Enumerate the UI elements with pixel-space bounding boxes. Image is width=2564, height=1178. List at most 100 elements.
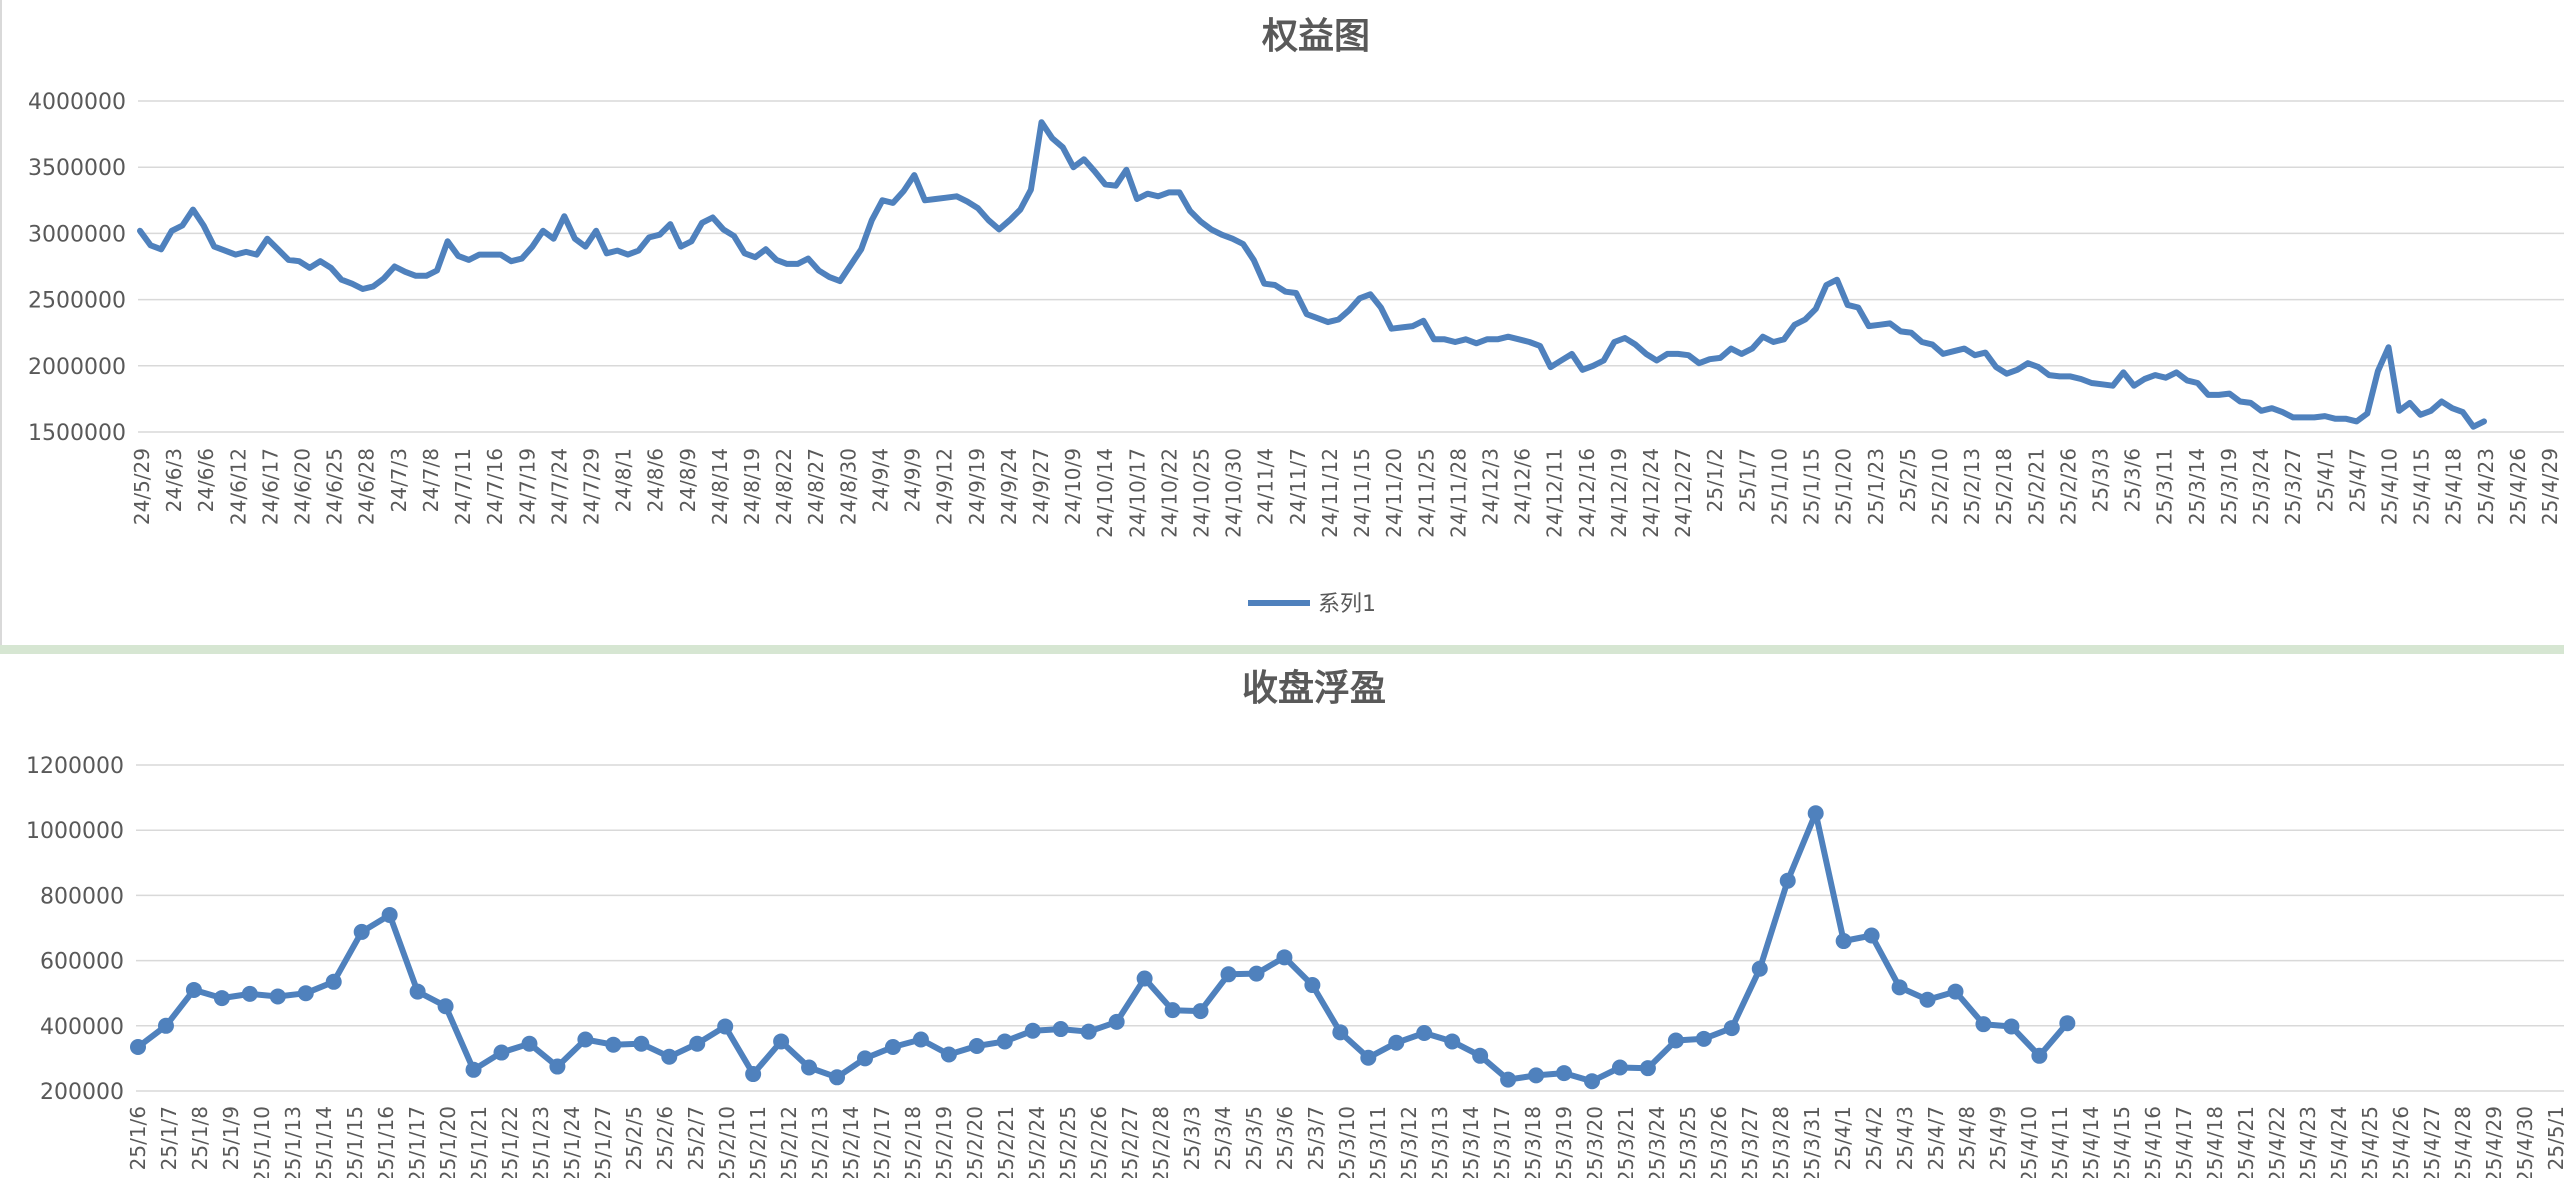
x-tick-label: 25/3/18 <box>1521 1106 1545 1178</box>
x-tick-label: 24/9/12 <box>933 448 957 525</box>
x-tick-label: 24/7/3 <box>387 448 411 512</box>
x-tick-label: 24/12/3 <box>1478 448 1502 525</box>
data-point <box>1667 1032 1684 1049</box>
x-tick-label: 25/3/19 <box>1552 1106 1576 1178</box>
x-tick-label: 25/4/21 <box>2234 1106 2258 1178</box>
x-tick-label: 24/8/19 <box>740 448 764 525</box>
x-tick-label: 25/2/27 <box>1118 1106 1142 1178</box>
x-tick-label: 25/4/2 <box>1862 1106 1886 1170</box>
x-tick-label: 24/11/25 <box>1414 448 1438 538</box>
x-tick-label: 24/6/20 <box>291 448 315 525</box>
x-tick-label: 24/10/17 <box>1125 448 1149 538</box>
x-tick-label: 24/8/30 <box>836 448 860 525</box>
x-tick-label: 25/2/18 <box>1992 448 2016 525</box>
x-tick-label: 24/12/16 <box>1575 448 1599 538</box>
data-point <box>2003 1018 2020 1035</box>
data-point <box>1947 983 1964 1000</box>
data-point <box>968 1038 985 1055</box>
x-tick-label: 25/2/25 <box>1056 1106 1080 1178</box>
x-tick-label: 25/2/18 <box>901 1106 925 1178</box>
data-point <box>1807 805 1824 822</box>
x-tick-label: 24/7/19 <box>515 448 539 525</box>
data-point <box>1416 1024 1433 1041</box>
data-point <box>773 1033 790 1050</box>
data-point <box>633 1035 650 1052</box>
x-tick-label: 25/2/13 <box>1960 448 1984 525</box>
x-tick-label: 25/4/3 <box>1893 1106 1917 1170</box>
data-point <box>213 990 230 1007</box>
x-tick-label: 25/3/14 <box>2185 448 2209 525</box>
x-tick-label: 24/8/22 <box>772 448 796 525</box>
x-tick-label: 24/6/3 <box>162 448 186 512</box>
x-tick-label: 24/10/14 <box>1093 448 1117 538</box>
data-point <box>521 1035 538 1052</box>
x-tick-label: 25/3/13 <box>1428 1106 1452 1178</box>
x-tick-label: 24/7/11 <box>451 448 475 525</box>
data-point <box>465 1061 482 1078</box>
floating-profit-chart: 收盘浮盈 200000 400000 600000 800000 1000000 1200… <box>26 667 2564 1178</box>
x-tick-label: 24/10/30 <box>1222 448 1246 538</box>
x-tick-label: 25/3/25 <box>1676 1106 1700 1178</box>
data-point <box>745 1066 762 1083</box>
x-tick-label: 25/3/24 <box>1645 1106 1669 1178</box>
data-point <box>2059 1015 2076 1032</box>
x-tick-label: 24/10/25 <box>1190 448 1214 538</box>
data-point <box>577 1031 594 1048</box>
data-point <box>1360 1049 1377 1066</box>
x-tick-label: 25/2/12 <box>777 1106 801 1178</box>
x-tick-label: 25/3/3 <box>1180 1106 1204 1170</box>
x-tick-label: 24/12/24 <box>1639 448 1663 538</box>
x-tick-label: 25/3/19 <box>2217 448 2241 525</box>
y-tick-label: 3500000 <box>28 156 126 181</box>
x-tick-label: 25/1/23 <box>1864 448 1888 525</box>
data-point <box>1919 991 1936 1008</box>
data-point <box>1192 1003 1209 1020</box>
x-tick-label: 25/2/10 <box>1928 448 1952 525</box>
x-tick-label: 25/3/11 <box>2153 448 2177 525</box>
data-point <box>1500 1071 1517 1088</box>
y-tick-label: 400000 <box>40 1015 124 1040</box>
x-tick-label: 24/6/6 <box>194 448 218 512</box>
x-tick-label: 25/4/23 <box>2296 1106 2320 1178</box>
x-tick-label: 24/10/9 <box>1061 448 1085 525</box>
data-point <box>1052 1021 1069 1038</box>
x-tick-label: 25/1/14 <box>312 1106 336 1178</box>
series-line <box>137 119 2487 430</box>
x-tick-label: 25/4/9 <box>1986 1106 2010 1170</box>
x-tick-label: 25/4/15 <box>2410 448 2434 525</box>
x-tick-label: 25/3/12 <box>1397 1106 1421 1178</box>
x-tick-label: 24/6/28 <box>355 448 379 525</box>
data-point <box>829 1069 846 1086</box>
data-point <box>1611 1059 1628 1076</box>
x-tick-label: 25/1/8 <box>188 1106 212 1170</box>
data-point <box>1472 1047 1489 1064</box>
x-tick-label: 24/9/4 <box>868 448 892 512</box>
x-tick-label: 25/1/6 <box>126 1106 150 1170</box>
data-point <box>857 1050 873 1067</box>
data-point <box>130 1038 146 1055</box>
x-tick-label: 25/3/11 <box>1366 1106 1390 1178</box>
data-point <box>2031 1047 2048 1064</box>
data-point <box>1388 1034 1405 1051</box>
x-tick-label: 25/3/27 <box>1738 1106 1762 1178</box>
x-tick-label: 25/1/27 <box>591 1106 615 1178</box>
x-tick-label: 25/2/13 <box>808 1106 832 1178</box>
x-tick-label: 24/11/15 <box>1350 448 1374 538</box>
data-point <box>549 1058 566 1075</box>
y-tick-label: 1200000 <box>26 754 124 779</box>
x-tick-label: 24/8/14 <box>708 448 732 525</box>
x-tick-label: 25/4/14 <box>2079 1106 2103 1178</box>
data-point <box>1332 1024 1349 1041</box>
data-point <box>437 998 454 1015</box>
data-point <box>1556 1065 1573 1082</box>
data-point <box>1164 1002 1181 1019</box>
x-tick-label: 24/12/27 <box>1671 448 1695 538</box>
x-tick-label: 25/1/7 <box>157 1106 181 1170</box>
x-tick-label: 25/4/28 <box>2451 1106 2475 1178</box>
data-point <box>717 1018 734 1035</box>
x-tick-label: 25/2/26 <box>1087 1106 1111 1178</box>
y-tick-label: 200000 <box>40 1080 124 1105</box>
x-tick-label: 25/2/14 <box>839 1106 863 1178</box>
data-point <box>157 1017 174 1034</box>
data-point <box>1220 966 1237 983</box>
